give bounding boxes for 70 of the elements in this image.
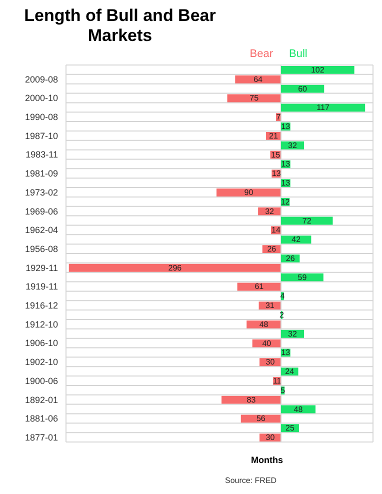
data-label: 24 [285,367,295,376]
bar [235,75,281,84]
data-label: 13 [281,178,291,188]
y-tick-label: 1981-09 [24,168,58,179]
data-label: 75 [250,94,260,103]
data-label: 15 [271,150,281,160]
bar [281,84,324,93]
y-tick-label: 1969-06 [24,206,58,216]
data-label: 72 [302,216,312,226]
y-tick-label: 1881-06 [24,414,58,424]
y-tick-label: 1929-11 [26,262,58,273]
bar [281,273,324,282]
data-label: 48 [259,320,269,329]
data-label: 61 [254,282,264,292]
y-tick-label: 1956-08 [24,244,58,254]
y-tick-label: 1916-12 [24,300,58,311]
data-label: 40 [262,338,272,348]
series-label: Bull [289,48,308,60]
bar [216,188,281,196]
data-label: 30 [266,358,276,367]
data-label: 32 [288,140,298,150]
bar [68,264,281,272]
data-label: 13 [281,160,291,169]
data-label: 60 [298,84,308,94]
y-tick-label: 1919-11 [26,282,58,292]
data-label: 48 [294,404,304,414]
data-label: 117 [316,103,330,112]
data-label: 64 [254,74,264,84]
data-label: 296 [168,263,182,272]
data-label: 31 [265,301,275,310]
data-label: 26 [286,254,296,263]
bar [281,104,366,112]
data-label: 42 [292,235,302,244]
y-tick-label: 1987-10 [24,130,58,141]
data-label: 12 [280,197,290,206]
data-label: 26 [267,244,277,254]
y-tick-label: 1962-04 [24,225,58,236]
y-tick-label: 1973-02 [24,187,58,198]
y-tick-label: 1902-10 [24,357,58,368]
data-label: 32 [265,206,275,216]
data-label: 13 [281,122,291,132]
y-tick-label: 1912-10 [24,319,58,330]
data-label: 13 [281,348,291,358]
bar [222,396,281,404]
bar [281,66,354,74]
y-tick-label: 1906-10 [24,338,58,348]
y-tick-label: 2000-10 [24,93,58,104]
series-label: Bear [250,48,273,60]
y-tick-label: 1990-08 [24,112,58,122]
y-tick-label: 1983-11 [26,150,58,160]
data-label: 56 [256,414,266,424]
data-label: 7 [276,112,282,122]
data-label: 21 [269,131,278,140]
source-note: Source: FRED [225,476,277,485]
data-label: 13 [272,169,282,178]
y-tick-label: 2009-08 [24,74,58,84]
y-tick-label: 1877-01 [24,432,58,442]
data-label: 32 [288,329,298,338]
data-label: 30 [266,433,276,442]
data-label: 102 [310,65,325,74]
data-label: 59 [298,272,308,282]
y-tick-label: 1892-01 [24,394,58,405]
data-label: 90 [244,188,254,197]
data-label: 25 [286,424,295,433]
data-label: 83 [246,395,256,404]
chart-title: Length of Bull and Bear Markets [23,6,217,46]
y-tick-label: 1900-06 [24,376,58,386]
data-label: 14 [272,226,281,235]
x-axis-title: Months [251,455,283,465]
data-label: 11 [272,376,282,386]
